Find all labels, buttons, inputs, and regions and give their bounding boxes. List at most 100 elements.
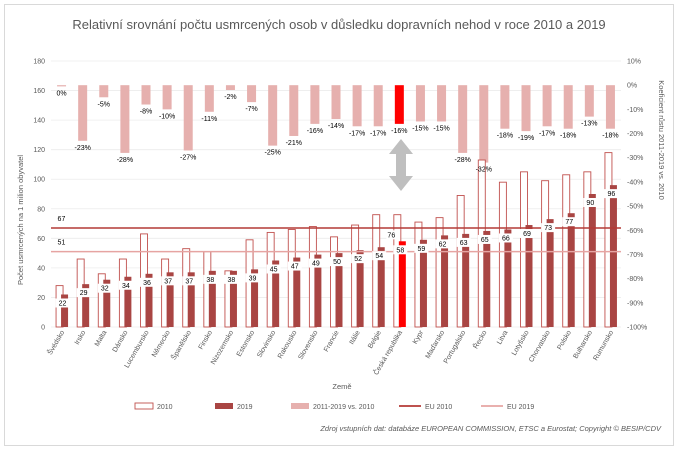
- percent-label: -25%: [264, 150, 280, 157]
- value-label-bg: [287, 261, 302, 271]
- percent-label: -15%: [433, 125, 449, 132]
- x-tick-label: Rumunsko: [592, 329, 615, 362]
- bar-2019: [441, 235, 449, 327]
- percent-bars: [57, 85, 615, 163]
- y-tick-label: 100: [33, 177, 45, 184]
- x-tick-label: Rakousko: [277, 329, 299, 360]
- legend-item: 2010: [134, 402, 173, 411]
- percent-bar: [268, 85, 278, 146]
- x-tick-label: Irsko: [74, 329, 88, 346]
- x-tick-label: Německo: [151, 329, 172, 358]
- bar-2019: [82, 284, 90, 327]
- bar-2019: [272, 260, 280, 327]
- percent-bar: [183, 85, 193, 151]
- value-label-bg: [351, 254, 366, 264]
- bar-2019: [103, 279, 111, 327]
- percent-label: -21%: [286, 140, 302, 147]
- percent-bar: [141, 85, 151, 105]
- percent-bar: [162, 85, 172, 110]
- percent-bar: [352, 85, 362, 127]
- value-label-bg: [541, 223, 556, 233]
- value-label-bg: [456, 237, 471, 247]
- bar-2019: [567, 213, 575, 327]
- percent-bar: [563, 85, 573, 129]
- eu-lines: [51, 227, 621, 253]
- legend: 2010 2019 2011-2019 vs. 2010 EU 2010 EU 2019: [134, 402, 534, 411]
- bar-2019: [398, 241, 406, 327]
- percent-label: -15%: [412, 125, 428, 132]
- y2-tick-label: -100%: [627, 325, 647, 332]
- percent-bar: [310, 85, 320, 124]
- percent-label: -2%: [224, 94, 236, 101]
- y-tick-label: 60: [37, 236, 45, 243]
- bar-2019: [124, 276, 132, 327]
- value-label-bg: [76, 288, 91, 298]
- bar-2019: [504, 229, 512, 327]
- legend-label: 2011-2019 vs. 2010: [313, 404, 374, 411]
- legend-label: EU 2019: [507, 404, 534, 411]
- percent-label: -10%: [159, 113, 175, 120]
- y-tick-label: 140: [33, 118, 45, 125]
- value-label-2019: 37: [164, 278, 172, 285]
- x-tick-label: Slovensko: [297, 329, 319, 361]
- value-label-bg: [118, 280, 133, 290]
- value-label-bg: [140, 277, 154, 287]
- value-label-bg: [182, 276, 197, 286]
- value-label-2019: 52: [354, 256, 362, 263]
- value-label-2019: 34: [122, 283, 130, 290]
- bar-2019: [377, 247, 385, 327]
- value-label-2019: 69: [523, 231, 531, 238]
- percent-bar: [542, 85, 552, 127]
- value-label-2019: 39: [249, 275, 257, 282]
- percent-label: -28%: [117, 157, 133, 164]
- percent-label: -17%: [349, 130, 365, 137]
- bar-2019: [525, 225, 533, 327]
- x-tick-label: Estonsko: [236, 329, 257, 358]
- x-tick-label: Portugalsko: [443, 329, 468, 365]
- percent-label: -17%: [539, 130, 555, 137]
- value-label-bg: [97, 283, 112, 293]
- legend-item: EU 2019: [481, 404, 534, 411]
- percent-label: -27%: [180, 154, 196, 161]
- percent-bar: [247, 85, 257, 103]
- bar-2019: [229, 270, 237, 327]
- value-label-bg: [520, 229, 534, 239]
- percent-bar: [437, 85, 447, 122]
- x-tick-label: Maďarsko: [425, 329, 447, 360]
- value-label-bg: [55, 298, 70, 308]
- x-tick-label: Španělsko: [169, 328, 193, 361]
- percent-bar: [394, 85, 404, 124]
- y2-tick-label: -80%: [627, 276, 643, 283]
- percent-label: -8%: [140, 109, 152, 116]
- value-label-bg: [203, 274, 218, 284]
- percent-bar: [204, 85, 214, 112]
- percent-bar: [479, 85, 489, 163]
- percent-label: -18%: [602, 133, 618, 140]
- y-axis-label: Počet usmrcených na 1 milion obyvatel: [16, 155, 25, 285]
- x-tick-label: Finsko: [198, 329, 214, 350]
- value-label-bg: [161, 276, 176, 286]
- percent-label: -16%: [307, 128, 323, 135]
- value-label-bg: [498, 233, 513, 243]
- bar-2019: [335, 253, 343, 327]
- value-label-2019: 38: [206, 277, 214, 284]
- value-label-2019: 29: [80, 290, 88, 297]
- x-tick-label: Nizozemsko: [210, 329, 235, 366]
- bar-2019: [61, 294, 69, 327]
- percent-label: -23%: [74, 145, 90, 152]
- chart-frame: Relativní srovnání počtu usmrcených osob…: [4, 4, 674, 446]
- y-tick-label: 40: [37, 265, 45, 272]
- value-label-2019: 36: [143, 280, 151, 287]
- y-axis-ticks: 0 20 40 60 80 100 120 140 160 180: [33, 59, 45, 332]
- data-labels: 67 51 22 29 32 34 36 37 37 38 38 39 45 47 49 50 52 54 58 59…: [55, 90, 619, 308]
- x-tick-label: Bulharsko: [572, 329, 594, 360]
- value-label-2019: 63: [460, 240, 468, 247]
- value-label-bg: [224, 274, 239, 284]
- percent-label: -7%: [245, 106, 257, 113]
- value-label-2019: 90: [586, 200, 594, 207]
- bar-2019: [314, 254, 322, 327]
- percent-bar: [120, 85, 130, 153]
- percent-bar: [225, 85, 235, 91]
- x-tick-label: Itálie: [348, 329, 362, 345]
